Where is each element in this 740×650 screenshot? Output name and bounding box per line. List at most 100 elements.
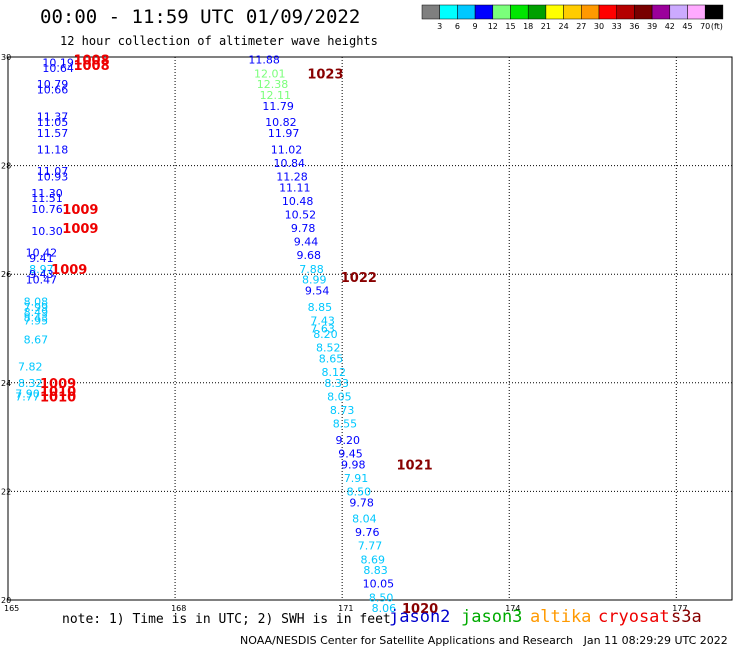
swh-value: 8.50 (369, 591, 394, 604)
pressure-label: 1022 (341, 271, 377, 286)
swh-value: 8.55 (333, 418, 358, 431)
swh-value: 8.99 (302, 274, 327, 287)
swh-value: 9.44 (294, 236, 319, 249)
chart-grid (8, 57, 732, 600)
colorbar-label: 27 (576, 22, 586, 31)
swh-value: 8.52 (316, 342, 341, 355)
colorbar-swatch (510, 4, 529, 20)
swh-value: 7.77 (15, 390, 40, 403)
swh-value: 10.66 (37, 84, 69, 97)
colorbar-label: 36 (629, 22, 639, 31)
swh-value: 8.83 (363, 564, 388, 577)
swh-value: 10.42 (26, 246, 58, 259)
pressure-label: 1020 (402, 602, 438, 617)
swh-value: 9.78 (349, 496, 374, 509)
y-tick-label: 24 (1, 379, 11, 388)
colorbar-swatch (687, 4, 706, 20)
swh-value: 7.88 (299, 263, 324, 276)
colorbar-swatch (457, 4, 476, 20)
swh-value: 11.11 (279, 181, 311, 194)
colorbar-label: 12 (488, 22, 498, 31)
swh-value: 7.91 (344, 472, 369, 485)
swh-value: 9.68 (296, 249, 321, 262)
swh-value: 8.08 (24, 295, 49, 308)
y-tick-label: 20 (1, 596, 11, 605)
colorbar-label: 24 (559, 22, 569, 31)
y-tick-label: 30 (1, 53, 11, 62)
swh-value: 8.65 (319, 352, 344, 365)
swh-value: 7.90 (15, 388, 40, 401)
colorbar-label: 30 (594, 22, 604, 31)
swh-value: 7.43 (310, 314, 335, 327)
swh-value: 11.18 (37, 143, 69, 156)
swh-value: 10.76 (31, 203, 63, 216)
colorbar-swatch (527, 4, 547, 20)
swh-value: 10.05 (363, 578, 395, 591)
pressure-label: 1009 (62, 222, 98, 237)
swh-value: 8.97 (29, 263, 54, 276)
colorbar-swatch (651, 4, 671, 20)
axis-ticks: 165 168 171 174 177 20 22 24 26 28 30 (1, 53, 688, 613)
swh-value: 8.73 (330, 404, 355, 417)
swh-value: 7.99 (24, 301, 49, 314)
satellite-legend-cryosat: cryosat (598, 607, 670, 627)
swh-value: 10.19 (42, 56, 74, 69)
swh-value: 9.76 (355, 526, 380, 539)
satellite-legend-altika: altika (530, 607, 592, 627)
pressure-label: 1021 (396, 458, 432, 473)
swh-value: 7.82 (18, 361, 43, 374)
swh-value: 12.01 (254, 67, 286, 80)
colorbar-label: 33 (612, 22, 622, 31)
colorbar-label: 45 (682, 22, 692, 31)
swh-value: 11.07 (37, 165, 69, 178)
colorbar-label: 42 (665, 22, 675, 31)
swh-value: 9.20 (335, 434, 360, 447)
x-tick-label: 174 (505, 604, 520, 613)
colorbar-label: 21 (541, 22, 551, 31)
swh-value: 7.77 (358, 540, 383, 553)
colorbar-swatch (598, 4, 617, 20)
pressure-label: 1009 (62, 203, 98, 218)
swh-value: 7.63 (310, 323, 335, 336)
y-tick-label: 28 (1, 162, 11, 171)
swh-value: 8.12 (322, 366, 347, 379)
colorbar-swatch (439, 4, 458, 20)
swh-value: 8.05 (327, 390, 352, 403)
swh-value: 11.37 (37, 111, 69, 124)
swh-value: 8.67 (24, 333, 49, 346)
swh-value: 11.88 (248, 54, 280, 67)
swh-value: 11.28 (276, 170, 308, 183)
swh-value: 10.84 (273, 157, 305, 170)
swh-value: 8.49 (24, 306, 49, 319)
pressure-label: 1009 (40, 377, 76, 392)
plot-frame (7, 56, 733, 601)
swh-value: 7.95 (24, 314, 49, 327)
colorbar-label: 39 (647, 22, 657, 31)
swh-value: 9.54 (305, 284, 330, 297)
swh-value: 10.64 (42, 62, 74, 75)
pressure-label: 1008 (73, 59, 109, 74)
colorbar-swatch (563, 4, 582, 20)
swh-value: 8.32 (18, 377, 43, 390)
colorbar-swatch (669, 4, 688, 20)
pressure-label: 1010 (40, 390, 76, 405)
colorbar-swatch (545, 4, 564, 20)
pressure-label: 1009 (51, 263, 87, 278)
colorbar-label: 6 (455, 22, 460, 31)
swh-value: 8.69 (361, 553, 386, 566)
swh-value: 8.20 (313, 328, 338, 341)
colorbar-legend: 3 6 9 12 15 18 21 24 27 30 33 36 39 42 45 70 (ft) (421, 4, 724, 31)
swh-value: 9.98 (341, 458, 366, 471)
y-tick-label: 26 (1, 270, 11, 279)
swh-value: 8.43 (24, 312, 49, 325)
colorbar-label: 3 (437, 22, 442, 31)
swh-value: 10.48 (282, 195, 314, 208)
swh-value: 11.57 (37, 127, 69, 140)
colorbar-swatch (421, 4, 440, 20)
swh-value: 9.41 (29, 252, 54, 265)
pressure-label: 1010 (40, 385, 76, 400)
colorbar-label: 70 (700, 22, 710, 31)
swh-value: 9.78 (291, 222, 316, 235)
